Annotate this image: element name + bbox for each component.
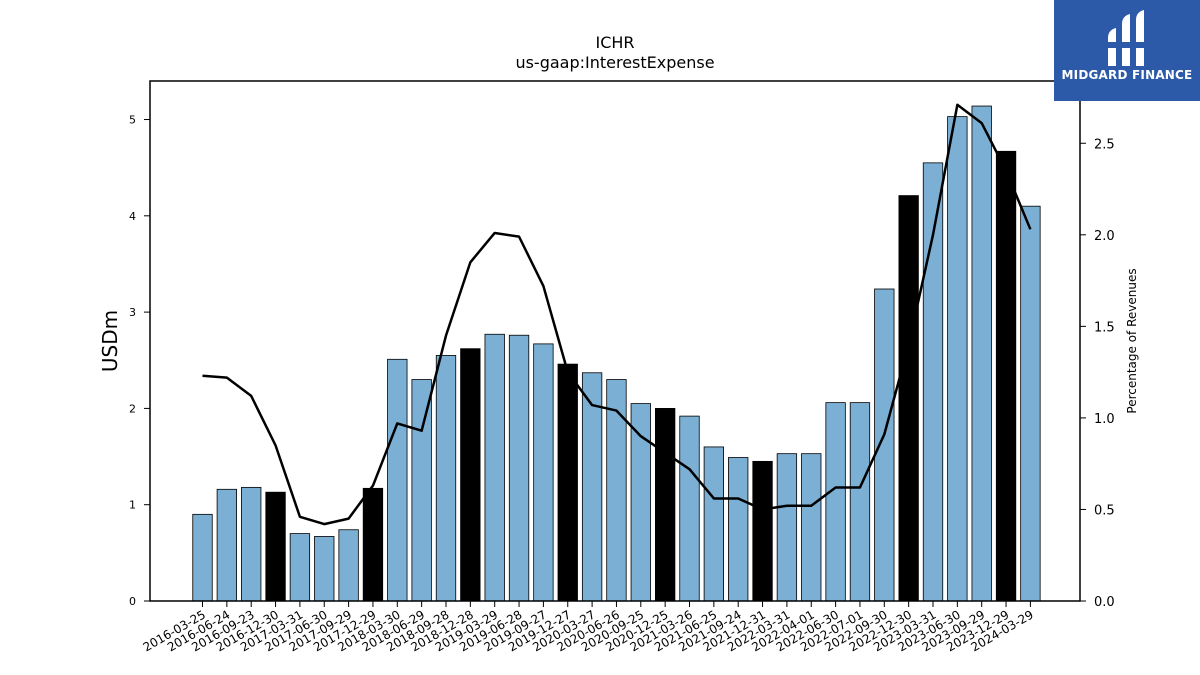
bar-2016-09-23 (241, 486, 262, 602)
y2-tick-label: 2.0 (1094, 229, 1115, 244)
bar-2022-07-01 (849, 402, 871, 602)
bar-2021-06-25 (703, 446, 724, 602)
bar-2022-04-01 (801, 453, 822, 602)
x-axis-ticks: 2016-03-252016-06-242016-09-232016-12-30… (141, 601, 1036, 654)
bar-2016-03-25 (192, 513, 213, 602)
y-tick-label: 5 (129, 114, 136, 127)
line-series-percentage (202, 103, 1032, 526)
bar-2017-12-29 (362, 487, 384, 602)
bar-2019-12-27 (557, 363, 578, 602)
y2-tick-label: 0.5 (1094, 503, 1115, 518)
bars-group (192, 105, 1041, 602)
bar-2023-12-29 (995, 150, 1017, 602)
chart-subtitle: us-gaap:InterestExpense (515, 53, 714, 72)
bar-2018-03-30 (387, 358, 408, 602)
bar-2016-06-24 (216, 488, 238, 602)
bar-2018-06-29 (411, 379, 432, 602)
brand-logo: MIDGARD FINANCE (1054, 0, 1200, 101)
bar-2017-09-29 (338, 529, 359, 602)
bar-2022-03-31 (776, 453, 798, 602)
y2-axis-ticks: 0.0 0.5 1.0 1.5 2.0 2.5 (1080, 137, 1115, 610)
y2-tick-label: 1.0 (1094, 412, 1115, 427)
y-tick-label: 4 (129, 210, 136, 223)
y-tick-label: 1 (129, 499, 136, 512)
bar-2019-09-27 (533, 343, 554, 602)
logo-brand-text: MIDGARD FINANCE (1061, 68, 1193, 82)
y-tick-label: 2 (129, 402, 136, 415)
bar-2022-09-30 (874, 288, 895, 602)
y-axis-ticks: 0 1 2 3 4 5 (129, 114, 150, 608)
bar-2019-03-29 (484, 333, 505, 602)
bar-2020-06-26 (606, 379, 627, 602)
y-tick-label: 3 (129, 306, 136, 319)
bar-2020-12-25 (655, 408, 676, 602)
bar-2021-12-31 (752, 460, 773, 602)
bar-2020-09-25 (630, 403, 651, 602)
bar-2023-06-30 (947, 116, 968, 602)
y2-tick-label: 1.5 (1094, 320, 1115, 335)
line-group (202, 103, 1032, 526)
bar-2023-09-29 (971, 105, 992, 602)
y-axis-label: USDm (98, 310, 122, 372)
y2-axis-label: Percentage of Revenues (1125, 268, 1139, 413)
y2-tick-label: 0.0 (1094, 595, 1115, 610)
bar-2016-12-30 (265, 491, 286, 602)
bar-2019-06-28 (508, 334, 530, 602)
bar-2022-06-30 (825, 402, 846, 602)
plot-frame (149, 80, 1081, 602)
bar-2017-03-31 (289, 533, 311, 602)
bar-2021-03-26 (679, 415, 700, 602)
bar-2021-09-24 (728, 457, 749, 602)
logo-mark-icon (1106, 10, 1146, 66)
y2-tick-label: 2.5 (1094, 137, 1115, 152)
bar-2022-12-30 (898, 195, 919, 602)
y-tick-label: 0 (129, 595, 136, 608)
bar-2018-09-28 (435, 355, 457, 602)
bar-2024-03-29 (1020, 205, 1041, 602)
bar-2018-12-28 (460, 348, 481, 602)
chart-title: ICHR (595, 33, 634, 52)
bar-2017-06-30 (314, 536, 335, 602)
